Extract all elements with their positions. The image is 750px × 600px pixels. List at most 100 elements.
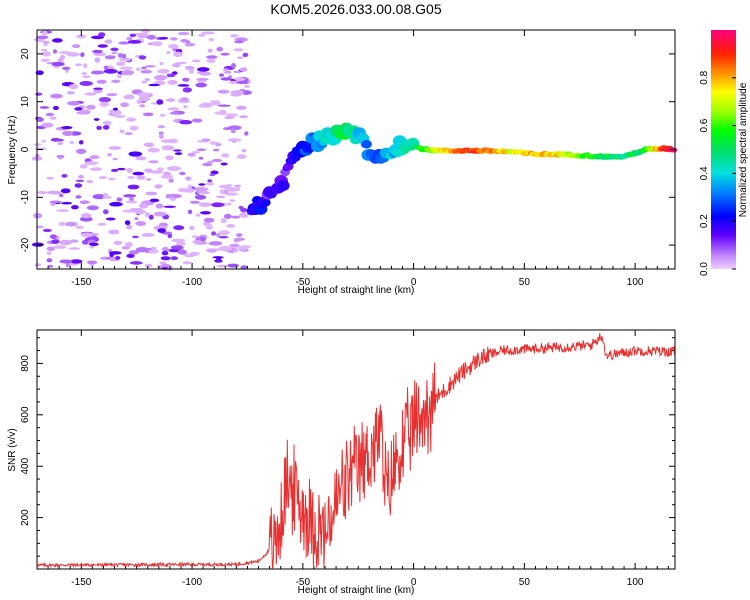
noise-blob	[74, 107, 83, 111]
snr-x-tick-label: 100	[627, 577, 644, 588]
noise-blob	[220, 218, 227, 224]
noise-blob	[152, 41, 163, 47]
spectrogram-y-tick-label: -20	[20, 237, 31, 252]
colorbar-tick-label: 0.2	[699, 214, 710, 228]
noise-blob	[35, 92, 43, 96]
noise-blob	[118, 41, 130, 45]
noise-blob	[239, 67, 248, 72]
noise-blob	[177, 188, 190, 193]
noise-blob	[126, 167, 133, 173]
noise-blob	[185, 176, 192, 181]
noise-blob	[86, 104, 96, 110]
noise-blob	[167, 107, 180, 111]
noise-blob	[119, 129, 125, 134]
noise-blob	[226, 224, 236, 228]
noise-blob	[170, 245, 184, 250]
noise-blob	[57, 57, 64, 63]
colorbar-ticks: 0.0 0.2 0.4 0.6 0.8	[699, 70, 736, 276]
noise-blob	[242, 52, 249, 58]
snr-y-axis-label: SNR (v/v)	[7, 428, 18, 471]
noise-blob	[176, 241, 186, 246]
noise-blob	[194, 186, 209, 192]
noise-blob	[197, 71, 202, 74]
noise-blob	[182, 87, 192, 93]
noise-blob	[81, 72, 87, 75]
colorbar-gradient	[711, 30, 736, 269]
noise-blob	[173, 51, 183, 57]
noise-blob	[140, 69, 153, 74]
noise-blob	[138, 97, 151, 102]
noise-blob	[90, 167, 102, 172]
noise-blob	[157, 228, 166, 234]
noise-blob	[54, 138, 64, 142]
noise-blob	[83, 63, 88, 69]
figure-title: KOM5.2026.033.00.08.G05	[270, 1, 441, 17]
spectrogram-y-tick-label: 20	[20, 48, 31, 60]
noise-blob	[139, 104, 146, 108]
noise-blob	[231, 215, 241, 219]
noise-blob	[198, 33, 206, 37]
noise-blob	[75, 63, 82, 67]
noise-blob	[222, 68, 229, 72]
noise-blob	[47, 264, 54, 268]
track-blob	[276, 180, 290, 192]
noise-blob	[47, 190, 62, 195]
noise-blob	[74, 183, 83, 188]
noise-blob	[84, 161, 99, 166]
noise-blob	[66, 91, 75, 95]
noise-blob	[142, 112, 154, 117]
noise-blob	[159, 133, 164, 140]
noise-blob	[111, 51, 118, 55]
noise-blob	[159, 113, 166, 117]
noise-blob	[137, 92, 151, 98]
noise-blob	[41, 139, 46, 143]
noise-blob	[36, 225, 44, 229]
snr-x-tick-label: 0	[411, 577, 417, 588]
noise-blob	[191, 235, 198, 238]
noise-blob	[220, 77, 232, 81]
noise-blob	[143, 142, 155, 148]
noise-blob	[97, 44, 108, 48]
noise-blob	[214, 111, 226, 115]
noise-blob	[218, 230, 230, 236]
noise-blob	[42, 228, 52, 233]
noise-blob	[177, 61, 187, 65]
snr-x-tick-label: 50	[519, 577, 531, 588]
noise-blob	[165, 193, 171, 199]
noise-blob	[160, 174, 173, 179]
noise-blob	[166, 73, 176, 78]
noise-blob	[113, 240, 123, 245]
noise-blob	[227, 125, 242, 131]
noise-blob	[211, 231, 217, 236]
noise-blob	[39, 106, 50, 109]
noise-blob	[72, 44, 81, 49]
noise-blob	[116, 73, 122, 79]
noise-blob	[161, 250, 169, 256]
noise-blob	[139, 203, 149, 209]
noise-blob	[196, 236, 201, 241]
snr-series-line	[36, 333, 676, 569]
noise-blob	[79, 81, 93, 86]
noise-blob	[156, 99, 164, 105]
noise-blob	[227, 202, 232, 206]
noise-blob	[126, 117, 136, 122]
noise-blob	[244, 131, 249, 136]
noise-blob	[219, 189, 224, 195]
noise-blob	[127, 184, 140, 190]
noise-blob	[182, 77, 190, 82]
noise-blob	[165, 155, 174, 161]
noise-blob	[244, 85, 250, 88]
noise-blob	[157, 125, 165, 129]
noise-blob	[110, 47, 119, 52]
noise-blob	[78, 140, 84, 145]
noise-blob	[191, 59, 201, 63]
noise-blob	[241, 148, 247, 153]
noise-blob	[127, 176, 135, 179]
spectrogram-plot-area	[37, 30, 675, 269]
spectrogram-x-tick-label: 50	[519, 277, 531, 288]
noise-blob	[96, 125, 102, 130]
noise-blob	[148, 83, 160, 87]
noise-blob	[230, 90, 245, 95]
noise-blob	[115, 256, 121, 260]
